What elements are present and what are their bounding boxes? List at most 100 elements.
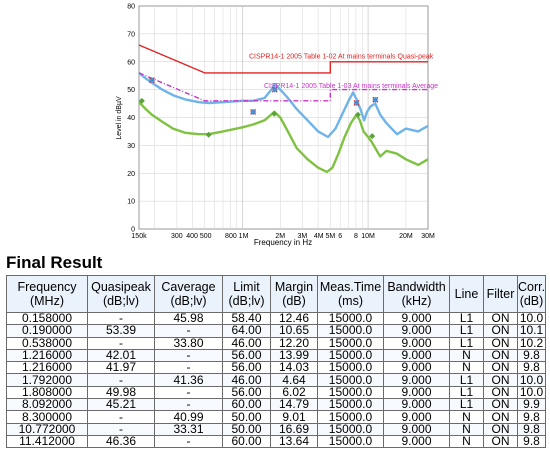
table-cell: 15000.0 <box>317 348 384 363</box>
table-cell: - <box>154 348 223 363</box>
y-tick-label: 40 <box>127 115 135 122</box>
table-cell: 12.20 <box>270 336 318 350</box>
table-header-row: Frequency (MHz) Quasipeak (dB;lv) Caverage (d… <box>6 275 546 313</box>
table-cell: 10.0 <box>517 373 546 387</box>
table-cell: - <box>154 398 223 412</box>
column-header: Bandwidth (kHz) <box>383 275 450 313</box>
y-tick-label: 0 <box>131 227 135 234</box>
table-cell: 1.216000 <box>6 348 88 363</box>
table-cell: L1 <box>449 398 484 412</box>
table-cell: ON <box>483 311 518 326</box>
table-cell: N <box>449 422 484 436</box>
table-cell: 46.36 <box>87 434 155 449</box>
table-cell: - <box>87 410 155 424</box>
table-cell: ON <box>483 434 518 449</box>
column-header-title: Line <box>454 287 479 301</box>
table-cell: 15000.0 <box>317 361 384 375</box>
x-tick-label: 6 <box>338 233 342 240</box>
table-cell: 15000.0 <box>317 398 384 412</box>
column-header: Meas.Time (ms) <box>317 275 384 313</box>
table-cell: ON <box>483 336 518 350</box>
table-cell: ON <box>483 385 518 400</box>
x-axis-label: Frequency in Hz <box>254 238 312 247</box>
table-row: 10.772000-33.31 50.00 16.69 15000.0 9.000 N ON… <box>6 422 546 436</box>
table-cell: 9.000 <box>383 348 450 363</box>
table-cell: 9.8 <box>517 422 546 436</box>
diamond-marker <box>354 111 361 118</box>
emission-chart: 0 10 20 30 40 50 60 70 80 150k 300 400 500 800 1M 2M… <box>116 4 438 248</box>
table-cell: 12.46 <box>270 311 318 326</box>
x-tick-label: 800 1M <box>225 233 249 240</box>
y-tick-label: 60 <box>127 59 135 66</box>
table-cell: 10.0 <box>517 385 546 400</box>
table-cell: - <box>87 422 155 436</box>
x-tick-label: 300 <box>171 233 183 240</box>
y-tick-label: 20 <box>127 171 135 178</box>
x-tick-label: 150k <box>131 233 147 240</box>
table-cell: L1 <box>449 311 484 326</box>
table-cell: 8.300000 <box>6 410 88 424</box>
table-cell: - <box>87 336 155 350</box>
table-cell: 13.99 <box>270 348 318 363</box>
table-cell: 15000.0 <box>317 434 384 449</box>
table-cell: 60.00 <box>222 398 271 412</box>
column-header-title: Filter <box>486 287 515 301</box>
column-header-title: Caverage <box>161 280 216 294</box>
table-cell: 49.98 <box>87 385 155 400</box>
diamond-marker <box>369 133 376 140</box>
column-header: Filter <box>483 275 518 313</box>
diamond-marker <box>372 96 379 103</box>
column-header-unit: (dB) <box>519 294 544 308</box>
table-cell: 46.00 <box>222 336 271 350</box>
table-cell: 15000.0 <box>317 311 384 326</box>
table-row: 0.158000-45.98 58.40 12.46 15000.0 9.000 L1 ON… <box>6 311 546 326</box>
table-cell: 0.158000 <box>6 311 88 326</box>
table-cell: ON <box>483 398 518 412</box>
table-row: 1.808000 49.98-56.00 6.02 15000.0 9.000 L1 ON 1… <box>6 385 546 400</box>
final-result-title: Final Result <box>6 253 103 272</box>
column-header-unit: (kHz) <box>401 294 432 308</box>
x-tick-label: 8 <box>354 233 358 240</box>
table-cell: 60.00 <box>222 434 271 449</box>
table-body: 0.158000-45.98 58.40 12.46 15000.0 9.000 L1 ON… <box>6 311 546 449</box>
y-axis-label: Level in dBµV <box>116 96 123 140</box>
x-tick-label: 3M <box>298 233 308 240</box>
table-row: 1.216000 42.01-56.00 13.99 15000.0 9.000 N ON 9… <box>6 348 546 363</box>
column-header-title: Frequency <box>17 280 77 294</box>
column-header: Frequency (MHz) <box>6 275 88 313</box>
table-cell: N <box>449 434 484 449</box>
table-cell: 56.00 <box>222 385 271 400</box>
table-cell: 1.216000 <box>6 361 88 375</box>
table-cell: 11.412000 <box>6 434 88 449</box>
table-cell: 14.79 <box>270 398 318 412</box>
table-cell: 9.000 <box>383 434 450 449</box>
table-cell: 1.792000 <box>6 373 88 387</box>
column-header: Limit (dB;lv) <box>222 275 271 313</box>
column-header-unit: (dB) <box>282 294 306 308</box>
table-cell: 15000.0 <box>317 324 384 338</box>
diamond-marker <box>138 97 145 104</box>
diamond-marker <box>271 86 278 93</box>
column-header-title: Corr. <box>518 280 546 294</box>
table-cell: ON <box>483 348 518 363</box>
table-row: 1.792000-41.36 46.00 4.64 15000.0 9.000 L1 ON 1… <box>6 373 546 387</box>
table-cell: 14.03 <box>270 361 318 375</box>
table-cell: 9.000 <box>383 422 450 436</box>
table-cell: 1.808000 <box>6 385 88 400</box>
table-cell: 58.40 <box>222 311 271 326</box>
table-cell: 9.000 <box>383 385 450 400</box>
table-cell: 16.69 <box>270 422 318 436</box>
final-result-table: Frequency (MHz) Quasipeak (dB;lv) Caverage (d… <box>6 275 546 449</box>
table-row: 8.300000-40.99 50.00 9.01 15000.0 9.000 N ON 9.… <box>6 410 546 424</box>
table-cell: 33.31 <box>154 422 223 436</box>
table-cell: 33.80 <box>154 336 223 350</box>
column-header: Quasipeak (dB;lv) <box>87 275 155 313</box>
table-cell: 41.97 <box>87 361 155 375</box>
table-cell: ON <box>483 410 518 424</box>
y-tick-label: 70 <box>127 31 135 38</box>
table-row: 0.538000-33.80 46.00 12.20 15000.0 9.000 L1 ON… <box>6 336 546 350</box>
x-tick-label: 20M <box>399 233 413 240</box>
table-cell: 10.1 <box>517 324 546 338</box>
table-cell: 9.8 <box>517 434 546 449</box>
table-cell: 15000.0 <box>317 336 384 350</box>
